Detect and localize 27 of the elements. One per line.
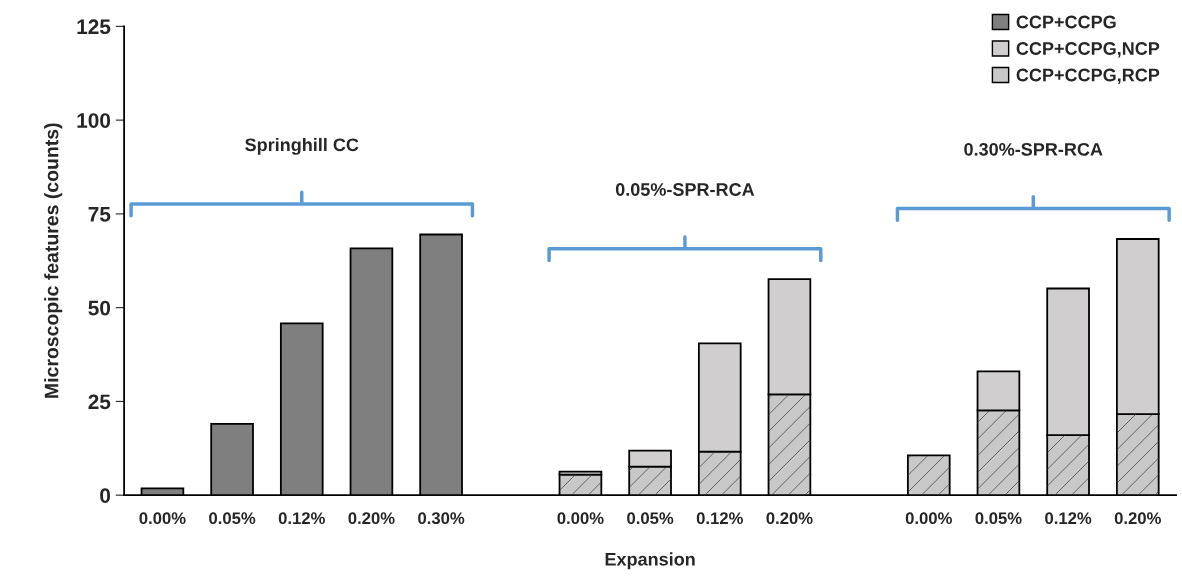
x-tick-label: 0.00%	[905, 512, 952, 525]
x-tick-label: 0.00%	[557, 512, 604, 525]
y-tick-label: 125	[77, 19, 111, 35]
y-tick-label: 75	[88, 207, 111, 222]
y-axis-title: Microscopic features (counts)	[44, 123, 63, 398]
x-tick-label: 0.05%	[209, 512, 256, 525]
x-tick-label: 0.20%	[348, 512, 395, 525]
x-tick-label: 0.05%	[627, 512, 674, 525]
x-tick-label: 0.30%	[418, 512, 465, 525]
x-tick-label: 0.20%	[1114, 512, 1161, 525]
x-axis-title: Expansion	[605, 552, 695, 570]
x-tick-label: 0.05%	[975, 512, 1022, 525]
legend-label: CCP+CCPG,RCP	[1016, 68, 1160, 84]
y-tick-label: 0	[100, 488, 111, 503]
x-tick-label: 0.00%	[139, 512, 186, 525]
legend-label: CCP+CCPG,NCP	[1016, 42, 1160, 58]
annotation: Springhill CC	[245, 137, 359, 155]
y-tick-label: 50	[88, 300, 111, 316]
x-tick-label: 0.20%	[766, 512, 813, 525]
annotation: 0.30%-SPR-RCA	[964, 142, 1103, 156]
y-tick-label: 100	[77, 113, 111, 128]
x-tick-label: 0.12%	[696, 512, 743, 525]
y-tick-label: 25	[88, 394, 111, 410]
legend-label: CCP+CCPG	[1016, 15, 1116, 29]
x-tick-label: 0.12%	[1045, 512, 1092, 525]
annotation: 0.05%-SPR-RCA	[615, 183, 755, 196]
x-tick-label: 0.12%	[278, 512, 325, 525]
